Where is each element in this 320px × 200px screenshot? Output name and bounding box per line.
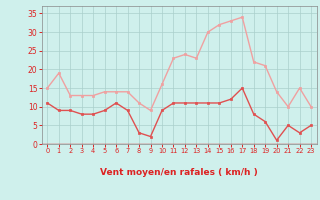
X-axis label: Vent moyen/en rafales ( km/h ): Vent moyen/en rafales ( km/h ) <box>100 168 258 177</box>
